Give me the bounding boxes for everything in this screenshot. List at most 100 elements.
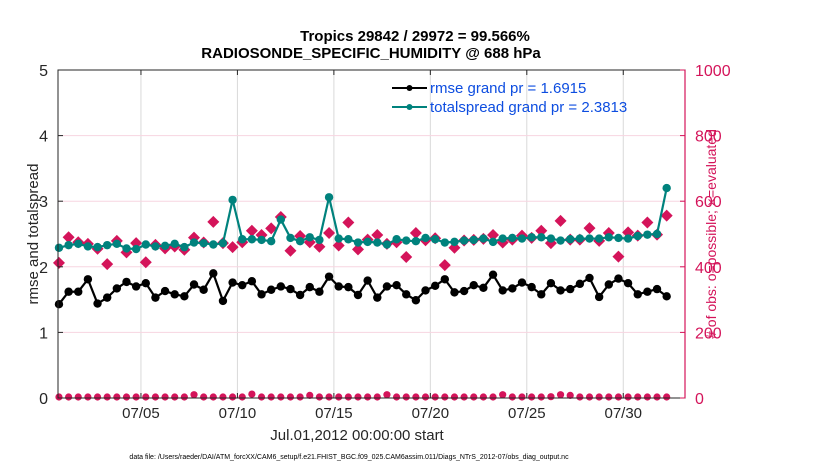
rmse-point <box>209 269 218 278</box>
totalspread-point <box>546 234 556 243</box>
obs-possible-point <box>614 393 623 401</box>
rmse-point <box>382 282 392 291</box>
totalspread-point <box>450 237 459 247</box>
obs-evaluated-point <box>323 227 336 240</box>
y-axis-left-label: rmse and totalspread <box>25 164 42 305</box>
obs-evaluated-point <box>101 258 114 271</box>
totalspread-point <box>218 238 228 248</box>
obs-possible-point <box>412 393 420 401</box>
rmse-point <box>112 284 122 293</box>
obs-possible-point <box>180 393 188 401</box>
totalspread-point <box>585 234 594 243</box>
totalspread-point <box>508 233 517 243</box>
rmse-point <box>488 270 498 279</box>
obs-evaluated-point <box>207 215 220 228</box>
y-right-tick-label: 0 <box>695 391 704 408</box>
plot-frame <box>57 69 686 399</box>
obs-possible-point <box>528 393 536 401</box>
totalspread-point <box>170 239 179 249</box>
rmse-point <box>623 279 633 288</box>
legend-rmse-marker <box>406 85 413 91</box>
y-left-tick-label: 3 <box>39 194 48 211</box>
x-tick-label: 07/30 <box>604 405 642 422</box>
rmse-point <box>459 286 469 296</box>
totalspread-point <box>54 243 64 252</box>
obs-possible-point <box>566 391 574 399</box>
totalspread-point <box>382 240 392 249</box>
totalspread-point <box>411 237 421 246</box>
totalspread-point <box>566 235 575 244</box>
rmse-point <box>228 278 237 287</box>
totalspread-point <box>83 242 93 251</box>
rmse-point <box>141 279 150 288</box>
totalspread-point <box>652 229 662 239</box>
rmse-point <box>238 280 247 290</box>
legend-rmse-label: rmse grand pr = 1.6915 <box>430 80 586 97</box>
totalspread-point <box>440 238 450 247</box>
obs-possible-point <box>228 393 237 401</box>
obs-possible-point <box>335 393 343 401</box>
obs-evaluated-point <box>226 241 239 254</box>
totalspread-point <box>93 242 102 252</box>
obs-possible-point <box>190 391 198 399</box>
obs-possible-point <box>421 393 430 401</box>
totalspread-point <box>324 193 334 202</box>
obs-possible-point <box>373 393 381 401</box>
totalspread-segment <box>318 197 331 241</box>
obs-possible-point <box>151 393 160 401</box>
totalspread-point <box>266 237 276 246</box>
obs-evaluated-point <box>284 244 297 257</box>
totalspread-point <box>209 240 218 249</box>
y-left-tick-label: 5 <box>39 63 48 80</box>
obs-possible-point <box>267 393 275 401</box>
obs-evaluated-point <box>612 250 625 263</box>
totalspread-segment <box>231 199 244 240</box>
rmse-point <box>189 280 199 289</box>
rmse-point <box>286 284 295 294</box>
x-tick-label: 07/15 <box>315 405 353 422</box>
obs-possible-point <box>296 393 304 401</box>
totalspread-point <box>353 238 363 247</box>
y-left-tick-label: 0 <box>39 391 48 408</box>
totalspread-point <box>286 233 295 243</box>
y-left-tick-label: 1 <box>39 325 48 342</box>
rmse-point <box>556 286 565 295</box>
obs-possible-point <box>219 393 227 401</box>
rmse-point <box>546 279 556 288</box>
rmse-point <box>131 282 141 291</box>
data-file-footnote: data file: /Users/raeder/DAI/ATM_forcXX/… <box>129 454 569 461</box>
rmse-point <box>353 290 363 300</box>
obs-possible-point <box>286 393 295 401</box>
obs-possible-point <box>643 393 651 401</box>
rmse-point <box>257 290 266 299</box>
rmse-point <box>305 282 314 292</box>
rmse-point <box>160 286 170 296</box>
totalspread-segment <box>327 197 340 239</box>
obs-possible-point <box>132 393 140 401</box>
obs-possible-point <box>200 393 208 401</box>
obs-possible-point <box>605 393 613 401</box>
totalspread-point <box>556 236 565 245</box>
rmse-point <box>594 292 604 302</box>
rmse-point <box>74 287 83 296</box>
obs-possible-point <box>113 393 121 401</box>
x-axis-label: Jul.01,2012 00:00:00 start <box>270 427 444 444</box>
obs-evaluated-point <box>660 209 673 222</box>
obs-possible-point <box>489 393 497 401</box>
totalspread-point <box>662 183 671 193</box>
obs-possible-point <box>171 393 179 401</box>
obs-evaluated-point <box>265 222 278 235</box>
totalspread-point <box>257 235 266 245</box>
rmse-point <box>334 282 343 291</box>
series-rmse <box>54 269 671 309</box>
y-right-tick-label: 200 <box>695 325 722 342</box>
obs-possible-point <box>576 393 584 401</box>
obs-possible-point <box>325 393 333 401</box>
rmse-point <box>585 273 594 283</box>
totalspread-point <box>228 195 237 205</box>
obs-possible-point <box>103 393 111 401</box>
obs-possible-point <box>450 393 459 401</box>
totalspread-point <box>498 234 507 243</box>
totalspread-point <box>363 237 372 247</box>
totalspread-point <box>305 233 314 242</box>
